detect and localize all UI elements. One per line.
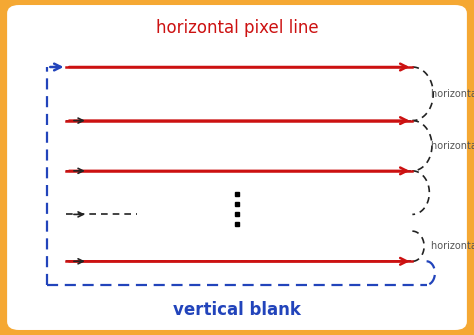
Text: horizontal blank: horizontal blank	[431, 89, 474, 99]
Text: horizontal blank: horizontal blank	[431, 141, 474, 151]
Text: horizontal pixel line: horizontal pixel line	[155, 19, 319, 38]
Text: vertical blank: vertical blank	[173, 301, 301, 319]
Text: horizontal blank: horizontal blank	[431, 241, 474, 251]
FancyBboxPatch shape	[7, 5, 467, 330]
